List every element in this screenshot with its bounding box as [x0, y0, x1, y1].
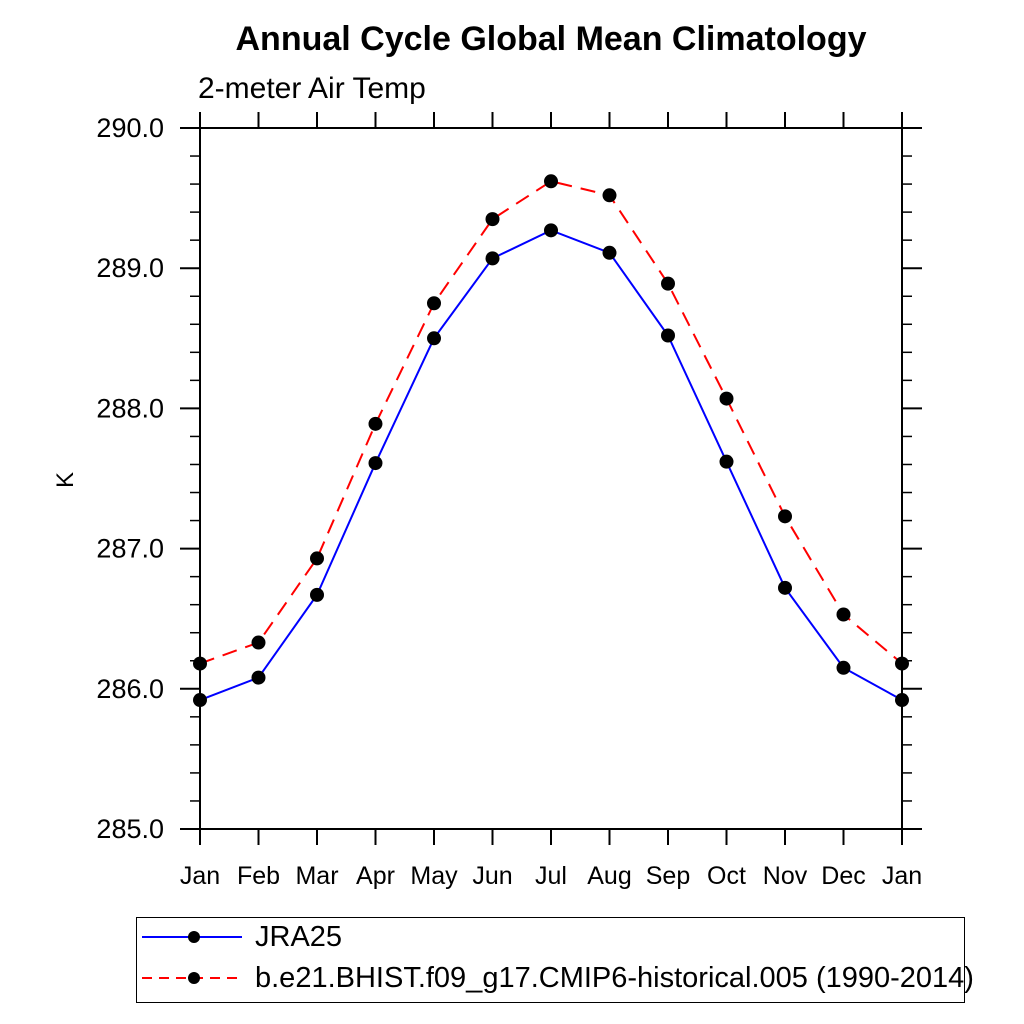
- x-axis-tick-label: Jan: [882, 862, 922, 890]
- data-point: [427, 296, 441, 311]
- data-point: [836, 660, 851, 675]
- data-point: [778, 580, 792, 595]
- legend-label: JRA25: [255, 921, 343, 953]
- x-axis-tick-label: Nov: [763, 862, 808, 890]
- chart-subtitle: 2-meter Air Temp: [198, 72, 426, 105]
- legend-marker: [188, 972, 200, 984]
- y-axis-tick-label: 288.0: [96, 393, 164, 423]
- x-axis-tick-label: May: [410, 862, 458, 890]
- legend-sample-line-solid: [142, 931, 242, 943]
- data-point: [719, 454, 734, 469]
- data-point: [368, 416, 383, 431]
- data-point: [661, 328, 675, 343]
- series-line-0: [199, 229, 903, 701]
- data-point: [895, 656, 909, 671]
- series-line-1: [199, 180, 903, 665]
- data-point: [251, 670, 266, 685]
- data-point: [251, 635, 266, 650]
- legend: JRA25 b.e21.BHIST.f09_g17.CMIP6-historic…: [136, 917, 974, 1003]
- data-point: [193, 693, 207, 708]
- data-point: [310, 551, 324, 566]
- y-axis-tick-label: 289.0: [96, 253, 164, 283]
- data-point: [544, 174, 558, 189]
- x-axis-tick-label: Jun: [472, 862, 512, 890]
- x-axis-tick-label: Jul: [535, 862, 567, 890]
- data-point: [602, 188, 617, 203]
- legend-marker: [188, 931, 200, 943]
- data-point: [661, 276, 675, 291]
- legend-item-jra25: JRA25: [142, 921, 343, 953]
- data-point: [485, 212, 500, 227]
- data-point: [895, 693, 909, 708]
- data-point: [602, 245, 617, 260]
- x-axis-tick-label: Oct: [707, 862, 746, 890]
- x-axis-tick-label: Jan: [180, 862, 220, 890]
- y-axis-tick-label: 285.0: [96, 814, 164, 844]
- x-axis-tick-label: Aug: [587, 862, 631, 890]
- data-point: [778, 509, 792, 524]
- legend-label: b.e21.BHIST.f09_g17.CMIP6-historical.005…: [255, 962, 974, 994]
- data-point: [719, 391, 734, 406]
- chart-title: Annual Cycle Global Mean Climatology: [235, 20, 867, 58]
- legend-item-model: b.e21.BHIST.f09_g17.CMIP6-historical.005…: [142, 962, 974, 994]
- x-axis-tick-label: Mar: [295, 862, 338, 890]
- x-axis-tick-label: Dec: [821, 862, 865, 890]
- data-point: [193, 656, 207, 671]
- x-axis-tick-label: Feb: [237, 862, 280, 890]
- y-axis-tick-label: 287.0: [96, 534, 164, 564]
- y-axis-tick-label: 290.0: [96, 113, 164, 143]
- x-axis-tick-label: Apr: [356, 862, 395, 890]
- y-axis-tick-label: 286.0: [96, 674, 164, 704]
- data-point: [368, 456, 383, 471]
- x-axis-tick-label: Sep: [646, 862, 690, 890]
- legend-sample-line-dashed: [142, 972, 242, 984]
- data-point: [836, 607, 851, 622]
- data-point: [544, 223, 558, 238]
- data-point: [310, 587, 324, 602]
- data-point: [485, 251, 500, 266]
- data-point: [427, 331, 441, 346]
